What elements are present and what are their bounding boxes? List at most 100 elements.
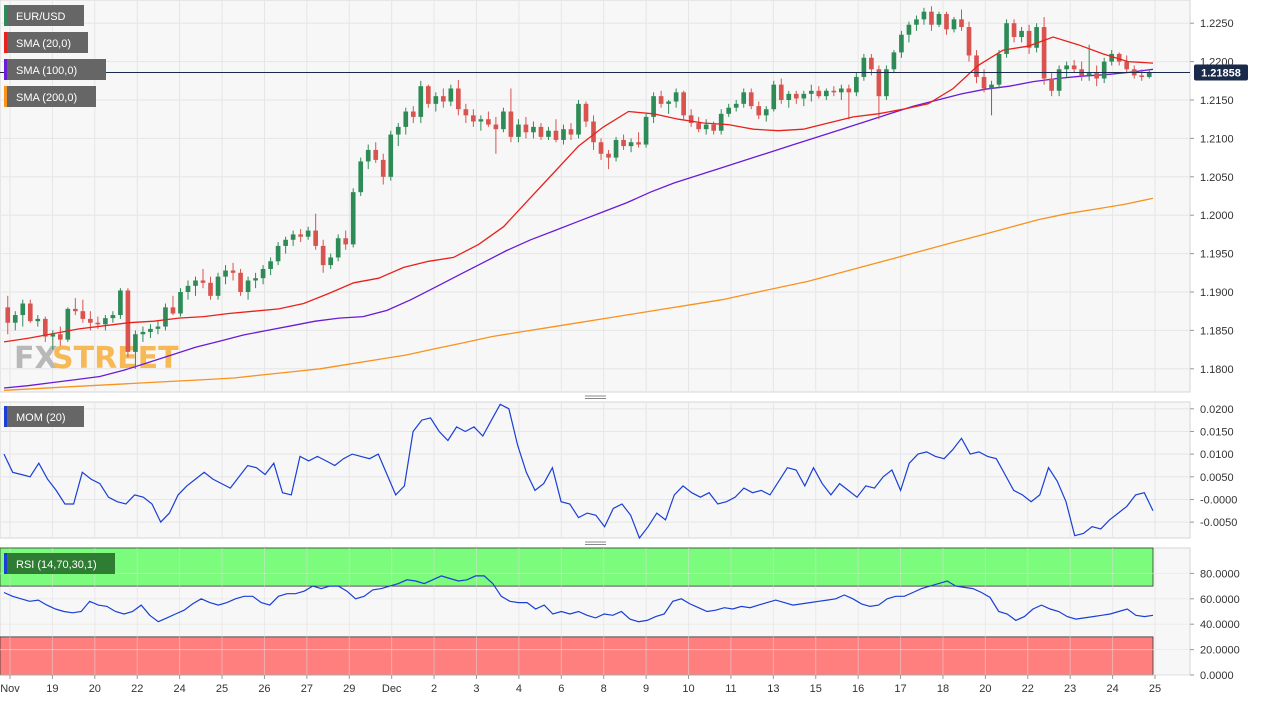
candle-body xyxy=(793,93,799,99)
candle xyxy=(275,242,281,266)
legend-item[interactable]: SMA (20,0) xyxy=(4,32,88,53)
sma-20-path xyxy=(3,36,1154,343)
time-axis: Nov 19 20 22 24 25 26 27 29 Dec 2 3 4 6 8 9 10 11 13 15 16 17… xyxy=(0,675,1161,695)
candle xyxy=(388,130,394,181)
candle-body xyxy=(591,121,596,143)
candle-body xyxy=(621,139,626,147)
legend-item-bg xyxy=(4,32,88,53)
candle xyxy=(1109,50,1115,66)
candle-body xyxy=(576,103,581,135)
time-tick-label: 6 xyxy=(558,683,564,695)
candle xyxy=(27,299,33,323)
candle-body xyxy=(703,124,709,130)
time-tick-label: 3 xyxy=(473,683,479,695)
candle xyxy=(733,100,739,112)
candle-body xyxy=(816,90,822,97)
rsi-panel[interactable]: 80.0000 60.0000 40.0000 20.0000 0.0000 RSI (… xyxy=(0,547,1240,682)
price-tick-label: 1.1850 xyxy=(1200,325,1234,337)
candle-body xyxy=(1086,73,1092,76)
candle xyxy=(839,84,844,100)
watermark-fx: FX xyxy=(14,341,58,376)
current-price-value: 1.21858 xyxy=(1201,68,1241,80)
panel-splitter-1[interactable] xyxy=(585,395,606,399)
candle-body xyxy=(1071,65,1077,70)
candle-body xyxy=(531,126,536,133)
candle xyxy=(5,295,11,335)
momentum-tick-label: 0.0200 xyxy=(1200,404,1234,416)
candle xyxy=(613,136,619,162)
candle xyxy=(1049,73,1054,97)
candle-body xyxy=(448,88,454,102)
candle xyxy=(478,115,484,131)
legend-item[interactable]: MOM (20) xyxy=(4,406,84,427)
legend-item[interactable]: SMA (100,0) xyxy=(4,59,106,80)
candle xyxy=(1071,60,1077,74)
momentum-panel-bg xyxy=(0,401,1191,539)
candle-body xyxy=(275,245,281,262)
panel-splitter-2[interactable] xyxy=(585,541,606,545)
candle-body xyxy=(328,257,334,266)
candle-body xyxy=(929,11,934,25)
momentum-legend: MOM (20) xyxy=(4,406,84,427)
candle-body xyxy=(711,124,717,131)
candle xyxy=(914,15,919,31)
candle-body xyxy=(1004,23,1009,54)
candle xyxy=(57,326,63,346)
candle-body xyxy=(666,101,671,104)
candle xyxy=(553,119,559,143)
candle xyxy=(1094,65,1100,87)
legend-item[interactable]: RSI (14,70,30,1) xyxy=(4,553,115,574)
candle-body xyxy=(651,96,656,117)
candle xyxy=(756,101,762,120)
rsi-grid xyxy=(0,548,1190,676)
candle xyxy=(531,121,536,139)
candle-body xyxy=(148,328,153,332)
candle xyxy=(808,84,814,102)
candle-body xyxy=(869,57,874,70)
candle-body xyxy=(1034,27,1039,48)
candle-body xyxy=(636,142,641,145)
legend-item[interactable]: SMA (200,0) xyxy=(4,86,96,107)
candle-body xyxy=(88,318,93,323)
candle-body xyxy=(553,130,559,140)
candle-body xyxy=(981,76,987,89)
candle-body xyxy=(854,76,859,93)
time-tick-label: 15 xyxy=(810,683,822,695)
candle xyxy=(80,299,86,323)
candle-body xyxy=(914,19,919,25)
price-panel[interactable]: FX STREET 1.22501.22001.21501.21001.2050… xyxy=(0,0,1248,393)
candle-body xyxy=(1041,27,1047,79)
legend-item[interactable]: EUR/USD xyxy=(4,5,84,26)
rsi-tick-label: 80.0000 xyxy=(1200,568,1240,580)
candle xyxy=(208,276,213,300)
candle xyxy=(343,230,349,250)
time-tick-label: 24 xyxy=(174,683,186,695)
candle xyxy=(133,330,138,369)
momentum-axis: 0.0200 0.0150 0.0100 0.0050 -0.0000 -0.0050 xyxy=(1190,404,1237,529)
candle xyxy=(561,124,566,145)
candle xyxy=(906,21,912,43)
candle xyxy=(576,100,581,139)
candle-body xyxy=(185,285,191,292)
candle-body xyxy=(35,318,41,322)
candle xyxy=(823,88,829,100)
candle xyxy=(395,123,401,147)
momentum-panel[interactable]: 0.0200 0.0150 0.0100 0.0050 -0.0000 -0.0050 M… xyxy=(0,401,1237,540)
candle-body xyxy=(27,303,33,322)
candle-body xyxy=(433,96,439,104)
candle xyxy=(403,107,409,135)
time-tick-label: 16 xyxy=(852,683,864,695)
rsi-legend: RSI (14,70,30,1) xyxy=(4,553,115,574)
candle xyxy=(335,234,341,262)
price-grid xyxy=(0,0,1190,392)
candle-body xyxy=(696,123,701,130)
candle xyxy=(763,106,769,122)
candle xyxy=(110,311,116,323)
candle xyxy=(425,84,431,108)
time-tick-label: 17 xyxy=(894,683,906,695)
candle-body xyxy=(260,268,266,279)
candle-body xyxy=(808,90,814,94)
candle xyxy=(696,116,701,133)
time-tick-label: 26 xyxy=(258,683,270,695)
